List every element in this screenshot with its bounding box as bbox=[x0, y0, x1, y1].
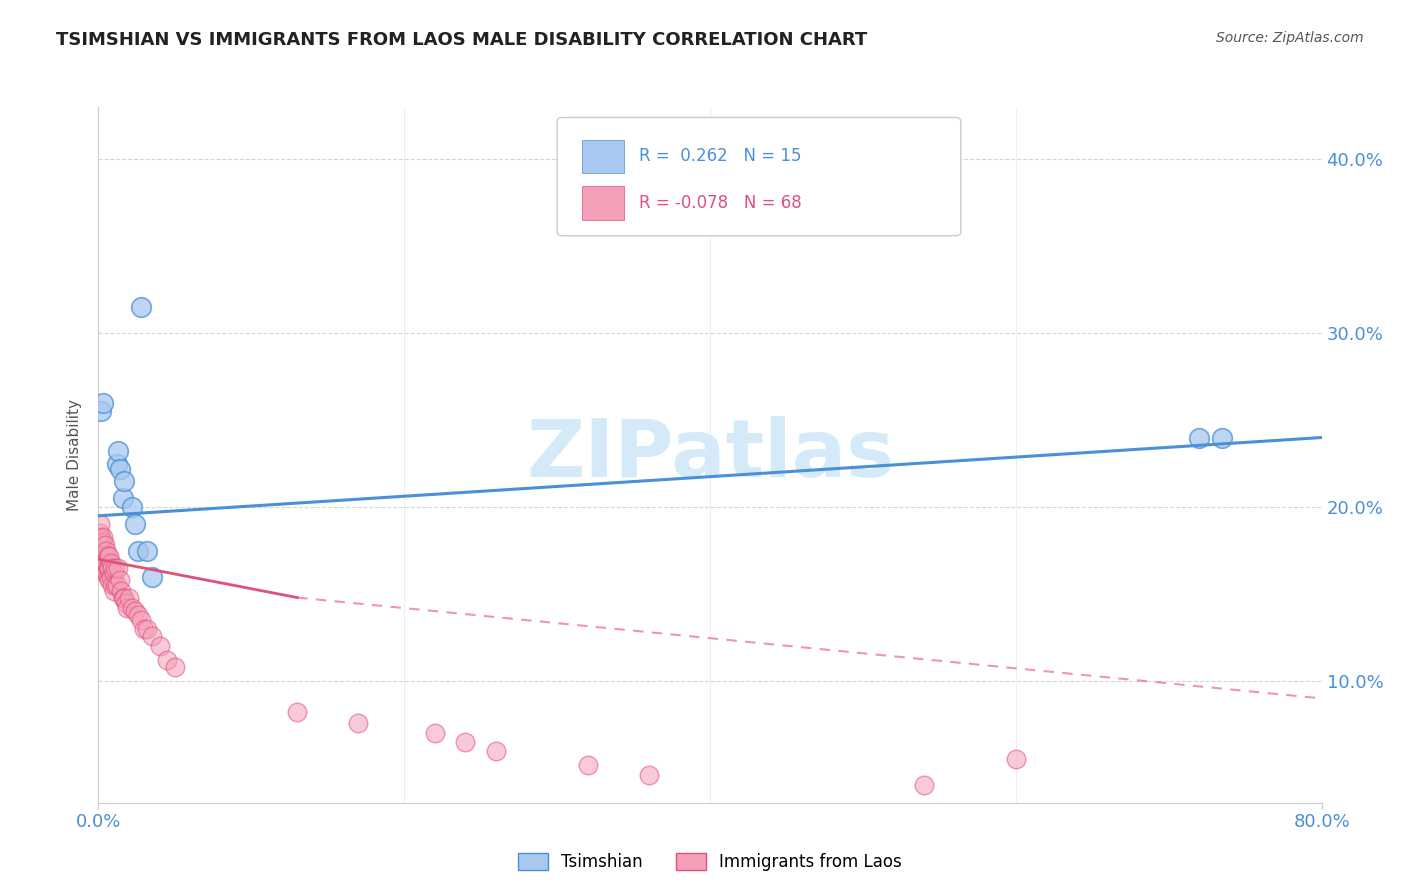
Point bbox=[97, 569, 120, 583]
Point bbox=[347, 715, 370, 730]
Point bbox=[576, 757, 599, 772]
Point bbox=[163, 660, 186, 674]
Point bbox=[117, 601, 139, 615]
Point bbox=[89, 530, 111, 544]
Point bbox=[89, 538, 111, 552]
Point bbox=[93, 556, 115, 570]
Point bbox=[104, 561, 127, 575]
Point bbox=[93, 561, 115, 575]
Point bbox=[111, 591, 134, 605]
Point bbox=[91, 549, 114, 563]
Point bbox=[105, 457, 128, 471]
Point bbox=[115, 596, 138, 610]
Point bbox=[101, 561, 124, 575]
Legend: Tsimshian, Immigrants from Laos: Tsimshian, Immigrants from Laos bbox=[512, 847, 908, 878]
Point bbox=[124, 517, 146, 532]
Point bbox=[1004, 752, 1026, 766]
Point bbox=[103, 566, 125, 581]
Point bbox=[110, 583, 132, 598]
Point bbox=[91, 561, 114, 575]
Point bbox=[94, 556, 117, 570]
Point bbox=[89, 543, 111, 558]
Bar bbox=[582, 186, 624, 219]
Point bbox=[97, 549, 120, 563]
Point bbox=[89, 534, 111, 549]
Point bbox=[149, 639, 172, 653]
Point bbox=[90, 532, 112, 546]
Point bbox=[94, 543, 117, 558]
Point bbox=[97, 561, 120, 575]
Point bbox=[90, 404, 112, 418]
Point bbox=[129, 300, 152, 314]
Point bbox=[127, 543, 149, 558]
Point bbox=[93, 549, 115, 563]
Text: R = -0.078   N = 68: R = -0.078 N = 68 bbox=[640, 194, 801, 212]
Point bbox=[98, 549, 121, 563]
Point bbox=[285, 706, 308, 720]
Text: ZIPatlas: ZIPatlas bbox=[526, 416, 894, 494]
Point bbox=[100, 556, 122, 570]
Point bbox=[912, 778, 935, 792]
Point bbox=[118, 591, 141, 605]
Point bbox=[90, 556, 112, 570]
Point bbox=[141, 629, 163, 643]
Point bbox=[107, 561, 129, 575]
Point bbox=[90, 543, 112, 558]
Point bbox=[637, 768, 661, 782]
Point bbox=[90, 538, 112, 552]
Point bbox=[98, 573, 121, 587]
Point bbox=[91, 395, 114, 409]
Point bbox=[108, 462, 131, 476]
Point bbox=[89, 526, 111, 541]
Point bbox=[91, 543, 114, 558]
Point bbox=[112, 591, 135, 605]
Point bbox=[100, 569, 122, 583]
Point bbox=[136, 622, 159, 636]
Text: TSIMSHIAN VS IMMIGRANTS FROM LAOS MALE DISABILITY CORRELATION CHART: TSIMSHIAN VS IMMIGRANTS FROM LAOS MALE D… bbox=[56, 31, 868, 49]
Point bbox=[141, 569, 163, 583]
FancyBboxPatch shape bbox=[557, 118, 960, 235]
Point bbox=[124, 605, 146, 619]
Point bbox=[93, 538, 115, 552]
Point bbox=[136, 543, 159, 558]
Point bbox=[107, 444, 129, 458]
Point bbox=[423, 726, 446, 740]
Point bbox=[1211, 430, 1233, 444]
Point bbox=[91, 530, 114, 544]
Point bbox=[104, 578, 127, 592]
Point bbox=[103, 583, 125, 598]
Text: R =  0.262   N = 15: R = 0.262 N = 15 bbox=[640, 147, 801, 165]
Point bbox=[112, 474, 135, 488]
Point bbox=[98, 561, 121, 575]
Point bbox=[94, 566, 117, 581]
Point bbox=[156, 653, 179, 667]
Point bbox=[121, 601, 143, 615]
Point bbox=[108, 573, 131, 587]
Text: Source: ZipAtlas.com: Source: ZipAtlas.com bbox=[1216, 31, 1364, 45]
Point bbox=[129, 613, 152, 627]
Point bbox=[91, 534, 114, 549]
Point bbox=[101, 578, 124, 592]
Point bbox=[89, 517, 111, 532]
Point bbox=[134, 622, 156, 636]
Point bbox=[121, 500, 143, 514]
Point bbox=[485, 744, 508, 758]
Y-axis label: Male Disability: Male Disability bbox=[67, 399, 83, 511]
Point bbox=[89, 552, 111, 566]
Point bbox=[127, 607, 149, 622]
Bar bbox=[582, 140, 624, 173]
Point bbox=[91, 556, 114, 570]
Point bbox=[89, 549, 111, 563]
Point bbox=[105, 578, 128, 592]
Point bbox=[90, 549, 112, 563]
Point bbox=[111, 491, 134, 506]
Point bbox=[454, 735, 477, 749]
Point bbox=[1188, 430, 1211, 444]
